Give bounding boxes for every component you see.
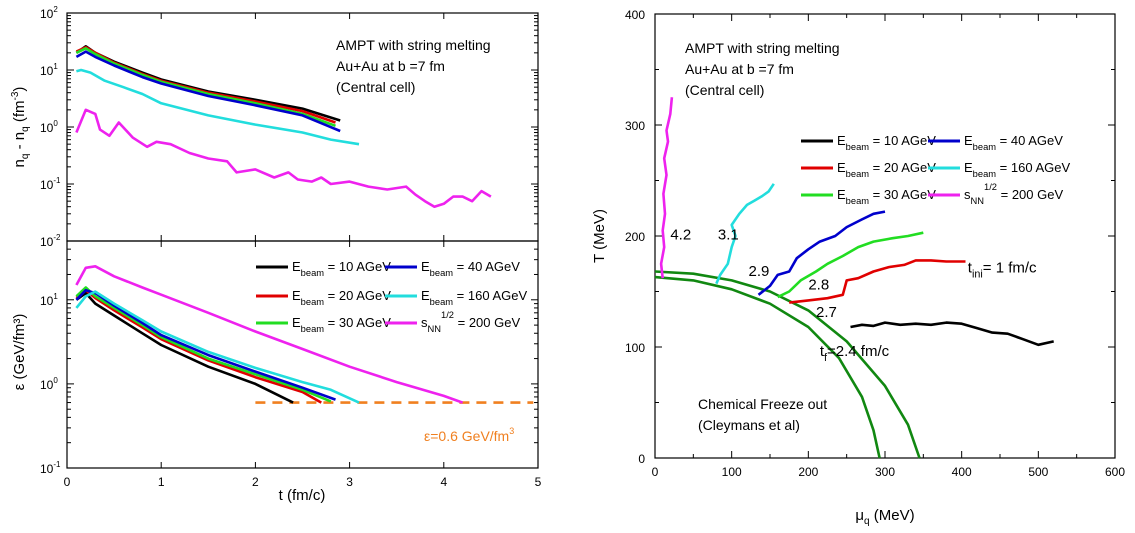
legend-entry: Ebeam = 40 AGeV	[421, 259, 520, 278]
legend-entry: Ebeam = 30 AGeV	[292, 315, 391, 334]
x-tick-label: 3	[346, 475, 353, 489]
density-series-line	[75, 108, 492, 208]
y-tick-label: 10-1	[40, 460, 61, 476]
y-tick-label: 10-1	[40, 176, 61, 192]
legend-entry: Ebeam = 160 AGeV	[964, 160, 1070, 179]
end-time-label: 3.1	[718, 226, 739, 243]
top-left-panel: 10-2 10-1 100 101 102 nq - nq (fm-3) AMPT with…	[10, 5, 539, 249]
legend-entry: sNN1/2 = 200 GeV	[421, 310, 520, 334]
y-axis-label: nq - nq (fm-3)	[10, 87, 31, 168]
tini-label: tini= 1 fm/c	[968, 260, 1037, 281]
freezeout-curve	[654, 270, 921, 459]
tf-label: tf=2.4 fm/c	[820, 343, 890, 364]
legend-entry: Ebeam = 10 AGeV	[292, 259, 391, 278]
y-tick-label: 100	[40, 119, 58, 135]
y-tick-label: 300	[625, 119, 645, 133]
y-tick-label: 200	[625, 230, 645, 244]
end-time-label: 2.9	[749, 263, 770, 280]
legend-entry: sNN1/2 = 200 GeV	[964, 182, 1063, 206]
bottom-left-panel: 0 1 2 3 4 5 10-1 100 101 t (fm/c) ε (GeV/fm³) ε=0.6…	[11, 240, 542, 504]
x-tick-label: 400	[952, 465, 972, 479]
end-time-label: 2.8	[808, 276, 829, 293]
freezeout-curve	[654, 275, 881, 459]
end-time-label: 4.2	[670, 226, 691, 243]
annotation-line: Au+Au at b =7 fm	[336, 58, 445, 74]
y-axis-label: ε (GeV/fm³)	[11, 314, 28, 391]
legend-entry: Ebeam = 30 AGeV	[837, 187, 936, 206]
energy-density-series-line	[75, 290, 360, 404]
annotation-line: Au+Au at b =7 fm	[685, 61, 794, 77]
trajectory-series-line	[850, 321, 1054, 347]
x-tick-label: 0	[64, 475, 71, 489]
y-tick-label: 101	[40, 292, 58, 308]
annotation-line: AMPT with string melting	[336, 37, 491, 53]
y-tick-label: 100	[625, 341, 645, 355]
y-axis-label: T (MeV)	[591, 209, 608, 263]
x-tick-label: 5	[535, 475, 542, 489]
density-series-line	[75, 46, 336, 128]
x-tick-label: 200	[798, 465, 818, 479]
x-tick-label: 600	[1105, 465, 1125, 479]
end-time-label: 2.7	[816, 304, 837, 321]
x-tick-label: 500	[1028, 465, 1048, 479]
y-tick-label: 0	[638, 452, 645, 466]
energy-density-series-line	[75, 264, 464, 404]
right-panel: 0 100 200 300 400 500 600 0 100 200 300 400 μq (MeV)…	[591, 8, 1125, 527]
x-tick-label: 2	[252, 475, 259, 489]
density-series-line	[76, 68, 360, 146]
legend-entry: Ebeam = 10 AGeV	[837, 133, 936, 152]
energy-density-series-line	[75, 291, 294, 404]
trajectory-series-line	[789, 259, 966, 304]
y-tick-label: 101	[40, 62, 58, 78]
legend-entry: Ebeam = 160 AGeV	[421, 288, 527, 307]
plot-frame	[66, 240, 539, 469]
x-axis-label: t (fm/c)	[279, 487, 326, 504]
y-tick-label: 100	[40, 376, 58, 392]
y-tick-label: 10-2	[40, 233, 61, 249]
trajectory-series-line	[659, 97, 674, 279]
x-axis-label: μq (MeV)	[855, 507, 914, 527]
legend-entry: Ebeam = 20 AGeV	[837, 160, 936, 179]
x-tick-label: 100	[722, 465, 742, 479]
x-tick-label: 1	[158, 475, 165, 489]
legend-entry: Ebeam = 20 AGeV	[292, 288, 391, 307]
legend-entry: Ebeam = 40 AGeV	[964, 133, 1063, 152]
annotation-line: AMPT with string melting	[685, 40, 840, 56]
x-tick-label: 300	[875, 465, 895, 479]
y-tick-label: 400	[625, 8, 645, 22]
energy-density-series-line	[75, 288, 336, 401]
x-tick-label: 0	[652, 465, 659, 479]
freezeout-label: Chemical Freeze out	[698, 396, 827, 412]
trajectory-series-line	[777, 231, 924, 299]
threshold-label: ε=0.6 GeV/fm3	[424, 426, 514, 444]
trajectory-series-line	[715, 183, 775, 285]
trajectory-series-line	[757, 210, 886, 296]
freezeout-label: (Cleymans et al)	[698, 417, 800, 433]
annotation-line: (Central cell)	[685, 82, 764, 98]
y-tick-label: 102	[40, 5, 58, 21]
annotation-line: (Central cell)	[336, 79, 415, 95]
x-tick-label: 4	[440, 475, 447, 489]
density-series-line	[75, 50, 341, 133]
